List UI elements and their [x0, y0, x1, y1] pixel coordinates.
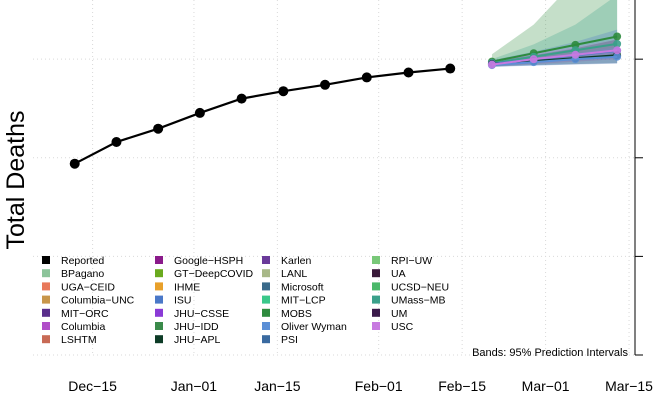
prediction-band	[491, 0, 618, 67]
reported-point	[236, 93, 247, 104]
legend-label: UGA−CEID	[61, 281, 115, 293]
reported-point	[361, 72, 372, 83]
reported-point	[403, 67, 414, 78]
legend-label: JHU−APL	[174, 334, 221, 346]
legend-label: PSI	[281, 334, 298, 346]
legend-swatch	[155, 322, 163, 330]
legend-label: IHME	[174, 281, 200, 293]
x-tick-label: Mar−15	[605, 378, 653, 394]
legend-label: USC	[391, 321, 414, 333]
legend-swatch	[155, 295, 163, 304]
prediction-band	[491, 0, 618, 67]
legend-swatch	[42, 335, 50, 344]
legend-label: RPI−UW	[391, 255, 432, 267]
axes: Dec−15 Jan−01 Jan−15 Feb−01 Feb−15 Mar−01 Mar−…	[68, 0, 653, 394]
forecast-line	[491, 55, 618, 67]
forecast-point	[613, 39, 622, 48]
legend-swatch	[42, 269, 50, 278]
legend-swatch	[42, 282, 50, 291]
legend-label: GT−DeepCOVID	[174, 268, 253, 280]
x-tick-label: Jan−15	[254, 378, 301, 394]
forecast-point	[613, 32, 622, 41]
legend-swatch	[155, 282, 163, 291]
legend-swatch	[155, 335, 163, 344]
legend-label: MOBS	[281, 308, 312, 320]
forecast-line	[491, 49, 618, 66]
reported-point	[278, 86, 289, 97]
legend-swatch	[262, 308, 270, 317]
reported-series	[69, 63, 456, 169]
forecast-point	[613, 46, 622, 55]
legend-label: UM	[391, 308, 407, 320]
forecast-point	[487, 60, 496, 69]
legend-swatch	[262, 282, 270, 291]
legend-swatch	[372, 322, 380, 330]
forecast-point	[571, 50, 580, 59]
legend-swatch	[262, 295, 270, 304]
legend-label: Microsoft	[281, 281, 324, 293]
forecast-line	[491, 35, 618, 63]
forecast-lines	[487, 32, 622, 70]
x-tick-label: Mar−01	[522, 378, 570, 394]
legend-label: LANL	[281, 268, 307, 280]
legend-swatch	[42, 295, 50, 304]
legend-label: MIT−ORC	[61, 308, 109, 320]
legend-swatch	[42, 256, 50, 264]
forecast-point	[529, 55, 538, 64]
x-tick-label: Jan−01	[171, 378, 218, 394]
legend-swatch	[155, 269, 163, 278]
legend-swatch	[42, 308, 50, 317]
legend-label: Columbia	[61, 321, 106, 333]
reported-point	[320, 79, 331, 90]
reported-point	[194, 107, 205, 118]
legend-label: JHU−IDD	[174, 321, 219, 333]
legend-swatch	[262, 322, 270, 330]
x-tick-label: Dec−15	[68, 378, 117, 394]
legend-swatch	[372, 282, 380, 291]
legend-label: JHU−CSSE	[174, 308, 229, 320]
legend-label: Google−HSPH	[174, 255, 243, 267]
legend-label: ISU	[174, 295, 192, 307]
legend-swatch	[372, 269, 380, 278]
legend-label: MIT−LCP	[281, 295, 326, 307]
x-tick-label: Feb−15	[438, 378, 486, 394]
y-axis-label: Total Deaths	[2, 111, 30, 250]
legend-swatch	[372, 295, 380, 304]
legend-label: UCSD−NEU	[391, 281, 449, 293]
reported-point	[111, 137, 122, 147]
reported-point	[445, 63, 456, 74]
legend-label: Reported	[61, 255, 104, 267]
legend-label: UA	[391, 268, 406, 280]
legend-swatch	[262, 269, 270, 278]
legend-label: Karlen	[281, 255, 312, 267]
legend-label: LSHTM	[61, 334, 97, 346]
legend-label: Columbia−UNC	[61, 295, 135, 307]
forecast-point	[613, 52, 622, 61]
legend-swatch	[155, 308, 163, 317]
legend-label: UMass−MB	[391, 295, 446, 307]
reported-line	[74, 67, 451, 165]
legend-swatch	[42, 322, 50, 330]
legend-swatch	[262, 256, 270, 264]
legend-label: BPagano	[61, 268, 104, 280]
x-tick-label: Feb−01	[355, 378, 403, 394]
reported-point	[153, 123, 164, 134]
legend-swatch	[262, 335, 270, 344]
legend-swatch	[372, 308, 380, 317]
legend-swatch	[155, 256, 163, 264]
legend-label: Oliver Wyman	[281, 321, 347, 333]
legend-swatch	[372, 256, 380, 264]
forecast-line	[491, 42, 618, 65]
gridlines	[33, 0, 635, 356]
reported-point	[69, 158, 80, 169]
bands-note: Bands: 95% Prediction Intervals	[472, 347, 628, 359]
